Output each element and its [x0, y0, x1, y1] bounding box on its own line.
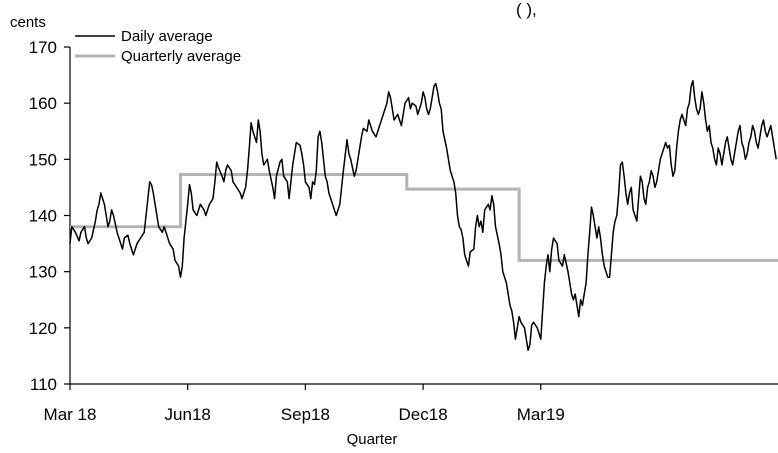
y-tick-label: 120 [29, 319, 57, 338]
series-daily-average [69, 79, 777, 352]
x-axis-title: Quarter [347, 431, 398, 448]
quarterly-average-line [70, 173, 778, 262]
y-tick-label: 140 [29, 207, 57, 226]
legend-label-quarterly: Quarterly average [121, 48, 241, 65]
y-tick-label: 130 [29, 263, 57, 282]
x-tick-label: Dec18 [399, 405, 448, 424]
y-tick-label: 160 [29, 94, 57, 113]
y-unit-label: cents [10, 14, 46, 31]
legend-label-daily: Daily average [121, 28, 213, 45]
y-tick-label: 150 [29, 150, 57, 169]
top-text-fragment: ( ), [516, 0, 537, 19]
y-tick-label: 170 [29, 38, 57, 57]
x-tick-label: Jun18 [165, 405, 211, 424]
legend: Daily average Quarterly average [75, 28, 241, 65]
daily-average-line [69, 79, 777, 352]
x-tick-label: Sep18 [281, 405, 330, 424]
x-axis: Mar 18 Jun18 Sep18 Dec18 Mar19 [44, 383, 778, 424]
x-tick-label: Mar19 [517, 405, 565, 424]
series-quarterly-average [70, 173, 778, 262]
y-tick-label: 110 [30, 375, 57, 394]
x-tick-label: Mar 18 [44, 405, 97, 424]
y-axis: 110 120 130 140 150 160 170 [29, 38, 71, 394]
